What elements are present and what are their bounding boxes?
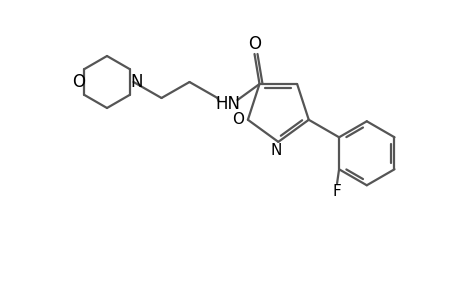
Text: N: N	[130, 73, 142, 91]
Text: HN: HN	[214, 95, 240, 113]
Text: O: O	[247, 35, 260, 53]
Text: F: F	[332, 184, 341, 199]
Text: O: O	[231, 112, 243, 127]
Text: N: N	[270, 143, 281, 158]
Text: O: O	[72, 73, 85, 91]
